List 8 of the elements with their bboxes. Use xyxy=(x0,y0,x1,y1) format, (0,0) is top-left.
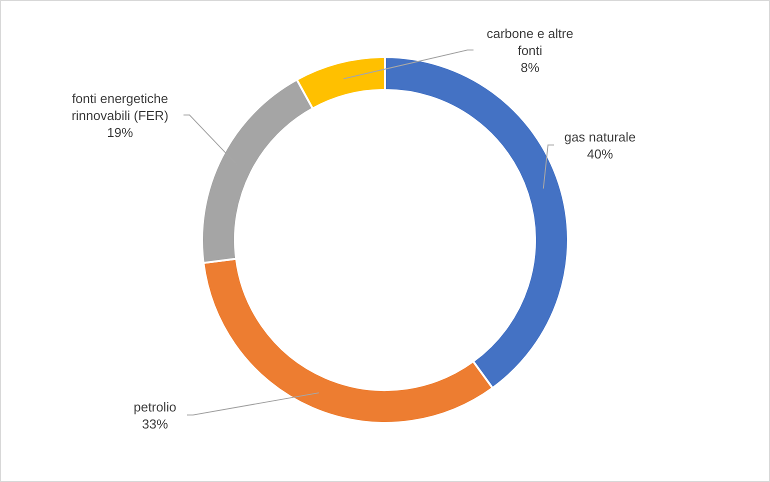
slice-label: carbone e altre fonti xyxy=(486,26,574,58)
data-label: 8% xyxy=(520,60,540,75)
slice-label: petrolio xyxy=(134,400,176,414)
slice-label: gas naturale xyxy=(564,130,636,144)
data-label: 40% xyxy=(586,146,614,162)
data-label: 19% xyxy=(106,125,134,140)
slice-label: fonti energetiche rinnovabili (FER) xyxy=(72,91,168,123)
data-label: 33% xyxy=(142,416,168,432)
